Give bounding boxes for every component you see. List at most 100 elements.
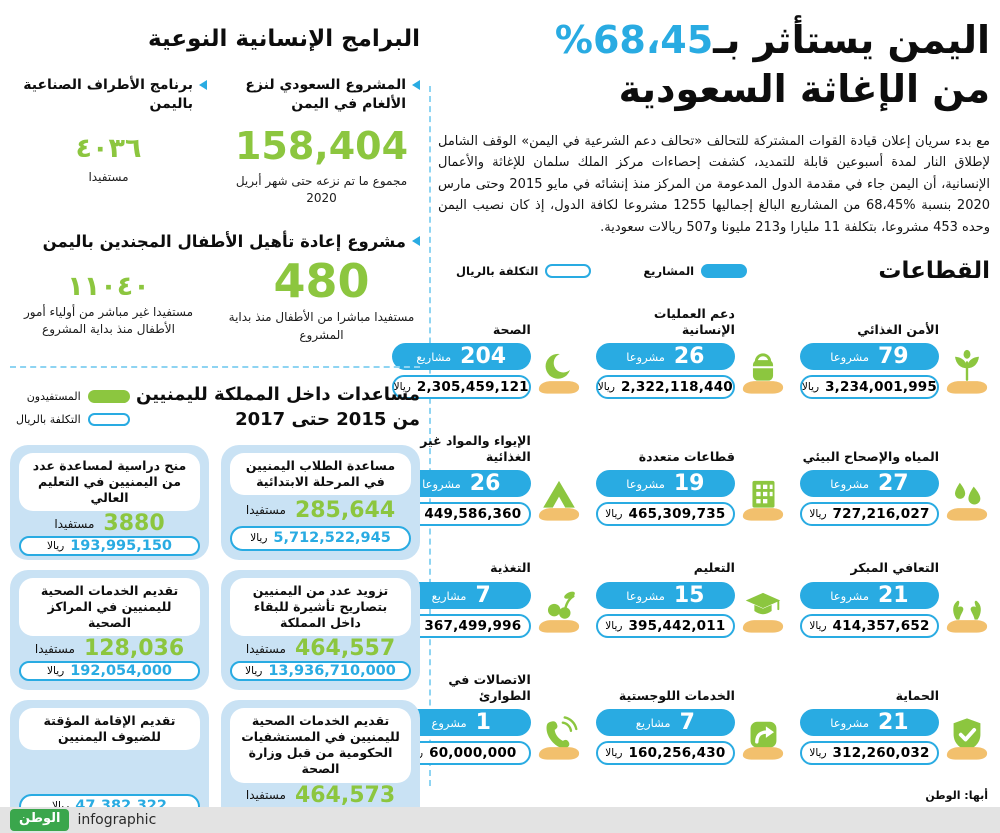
aid-card-scholarships: منح دراسية لمساعدة عدد من اليمنيين في ال… <box>10 444 209 560</box>
cost-unit: ريالا <box>605 508 623 521</box>
cost-pill: 312,260,032 ريالا <box>799 741 939 766</box>
cost-value: 465,309,735 <box>628 506 726 523</box>
left-panel-title: البرامج الإنسانية النوعية <box>148 26 420 52</box>
cost-value: 60,000,000 <box>429 745 517 762</box>
projects-pill: 79 مشروعا <box>799 343 939 371</box>
shelter-tent-icon <box>538 481 579 522</box>
education-cap-icon <box>742 592 784 633</box>
card-title: تقديم الخدمات الصحية لليمنيين في المراكز… <box>19 577 200 637</box>
program-caption: مجموع ما تم نزعه حتى شهر أبريل 2020 <box>235 173 408 206</box>
projects-count: 19 <box>673 470 705 496</box>
aid-card-health-centers: تقديم الخدمات الصحية لليمنيين في المراكز… <box>10 569 209 690</box>
cost-unit: ريالا <box>801 381 820 394</box>
projects-unit: مشاريع <box>635 715 671 730</box>
projects-count: 26 <box>469 470 501 496</box>
cost-pill: 395,442,011 ريالا <box>595 614 735 639</box>
food-security-icon <box>946 350 988 394</box>
cost-value: 727,216,027 <box>832 506 930 523</box>
humanitarian-operations-icon <box>742 353 784 394</box>
sector-name: التغذية <box>490 560 531 576</box>
rehab-direct-value: 480 <box>273 253 370 308</box>
rehab-indirect-caption: مستفيدا غير مباشر من أولياء أمور الأطفال… <box>23 304 194 337</box>
projects-unit: مشروع <box>431 715 467 730</box>
card-title: تزويد عدد من اليمنيين بتصاريح تأشيرة للب… <box>230 577 411 637</box>
aid-card-temporary-residence: تقديم الإقامة المؤقتة للضيوف اليمنيين 47… <box>10 699 209 828</box>
sector-name: الاتصالات في الطوارئ <box>448 672 531 703</box>
legend-projects: المشاريع <box>643 263 748 278</box>
cost-unit: ريالا <box>809 508 827 521</box>
projects-unit: مشاريع <box>431 588 467 603</box>
cost-value: 5,712,522,945 <box>273 530 391 547</box>
cost-value: 193,995,150 <box>70 538 173 555</box>
specialized-programs: المشروع السعودي لنزع الألغام في اليمن 15… <box>10 76 420 208</box>
nutrition-olives-icon <box>538 591 579 633</box>
horizontal-dashed-divider <box>10 366 420 369</box>
source-note: أبها: الوطن <box>925 789 988 802</box>
title-highlight-percent: %68،45 <box>554 18 714 62</box>
cost-unit: ريالا <box>605 620 623 633</box>
cost-pill: 160,256,430 ريالا <box>595 741 735 766</box>
rehab-direct-caption: مستفيدا مباشرا من الأطفال منذ بداية المش… <box>228 310 415 342</box>
sector-name: الإيواء والمواد غير الغذائية <box>420 433 531 464</box>
sector-grid: الأمن الغذائي 79 مشروعا 3,234,001,995 ري… <box>391 306 990 766</box>
intro-paragraph: مع بدء سريان إعلان قيادة القوات المشتركة… <box>438 133 991 235</box>
projects-pill: 7 مشاريع <box>595 709 735 737</box>
projects-count: 15 <box>673 582 705 608</box>
legend-beneficiaries: المستفيدون <box>16 390 130 404</box>
sector-food-security: الأمن الغذائي 79 مشروعا 3,234,001,995 ري… <box>799 306 990 400</box>
beneficiaries-row: 464,573 مستفيدا <box>230 783 411 808</box>
beneficiaries-row: 128,036 مستفيدا <box>19 636 200 661</box>
legend-projects-label: المشاريع <box>643 263 695 278</box>
beneficiaries-row: 285,644 مستفيدا <box>230 498 411 523</box>
projects-pill: 21 مشروعا <box>799 582 939 610</box>
cost-unit: ريالا <box>393 381 411 394</box>
rehab-indirect-value: ١١٠٤٠ <box>67 270 150 302</box>
card-spacer <box>19 750 200 794</box>
beneficiaries-row: 3880 مستفيدا <box>19 511 200 536</box>
projects-count: 21 <box>877 709 909 735</box>
legend-cost: التكلفة بالريال <box>456 263 592 278</box>
cost-unit: ريالا <box>597 381 615 394</box>
sector-name: الحماية <box>895 687 939 703</box>
cost-pill: 465,309,735 ريالا <box>595 502 735 527</box>
cost-pill: 193,995,150 ريالا <box>19 536 200 557</box>
cost-unit: ريالا <box>47 665 65 678</box>
projects-count: 1 <box>475 709 491 735</box>
sector-name: قطاعات متعددة <box>638 448 735 464</box>
rehab-direct: 480 مستفيدا مباشرا من الأطفال منذ بداية … <box>223 253 420 345</box>
projects-pill: 15 مشروعا <box>595 582 735 610</box>
sectors-title: القطاعات <box>878 257 990 284</box>
sector-nutrition: التغذية 7 مشاريع 367,499,996 ريالا <box>391 560 582 639</box>
cost-pill-swatch <box>87 413 130 427</box>
cost-unit: ريالا <box>47 540 65 553</box>
sector-shelter-nfi: الإيواء والمواد غير الغذائية 26 مشروعا 4… <box>391 433 582 527</box>
cost-unit: ريالا <box>250 532 268 545</box>
sector-humanitarian-operations: دعم العمليات الإنسانية 26 مشروعا 2,322,1… <box>595 306 786 400</box>
legend-cost-label: التكلفة بالريال <box>456 263 539 278</box>
left-panel: البرامج الإنسانية النوعية المشروع السعود… <box>10 26 420 828</box>
cost-value: 192,054,000 <box>70 663 173 680</box>
program-title: المشروع السعودي لنزع الألغام في اليمن <box>223 76 420 116</box>
rehab-section-title: مشروع إعادة تأهيل الأطفال المجندين باليم… <box>10 232 420 251</box>
projects-count: 204 <box>460 343 507 369</box>
sector-emergency-telecom: الاتصالات في الطوارئ 1 مشروع 60,000,000 … <box>391 672 582 766</box>
projects-pill: 21 مشروعا <box>799 709 939 737</box>
projects-unit: مشروعا <box>422 476 461 491</box>
projects-count: 27 <box>877 470 909 496</box>
card-title: مساعدة الطلاب اليمنيين في المرحلة الابتد… <box>230 452 411 496</box>
protection-shield-icon <box>946 718 988 760</box>
inside-ksa-legend: المستفيدون التكلفة بالريال <box>16 382 130 427</box>
cost-pill: 2,305,459,121 ريالا <box>391 375 531 400</box>
cost-value: 2,305,459,121 <box>416 379 529 396</box>
sector-name: الصحة <box>492 321 531 337</box>
sector-protection: الحماية 21 مشروعا 312,260,032 ريالا <box>799 672 990 766</box>
title-prefix: اليمن يستأثر بـ <box>713 18 990 62</box>
projects-pill: 19 مشروعا <box>595 470 735 498</box>
aid-card-visa-permits: تزويد عدد من اليمنيين بتصاريح تأشيرة للب… <box>221 569 420 690</box>
cost-pill: 5,712,522,945 ريالا <box>230 525 411 551</box>
program-value: ٤٠٣٦ <box>75 133 142 164</box>
projects-count: 26 <box>673 343 705 369</box>
program-mine-clearance: المشروع السعودي لنزع الألغام في اليمن 15… <box>223 76 420 208</box>
beneficiaries-unit: مستفيدا <box>245 503 286 518</box>
